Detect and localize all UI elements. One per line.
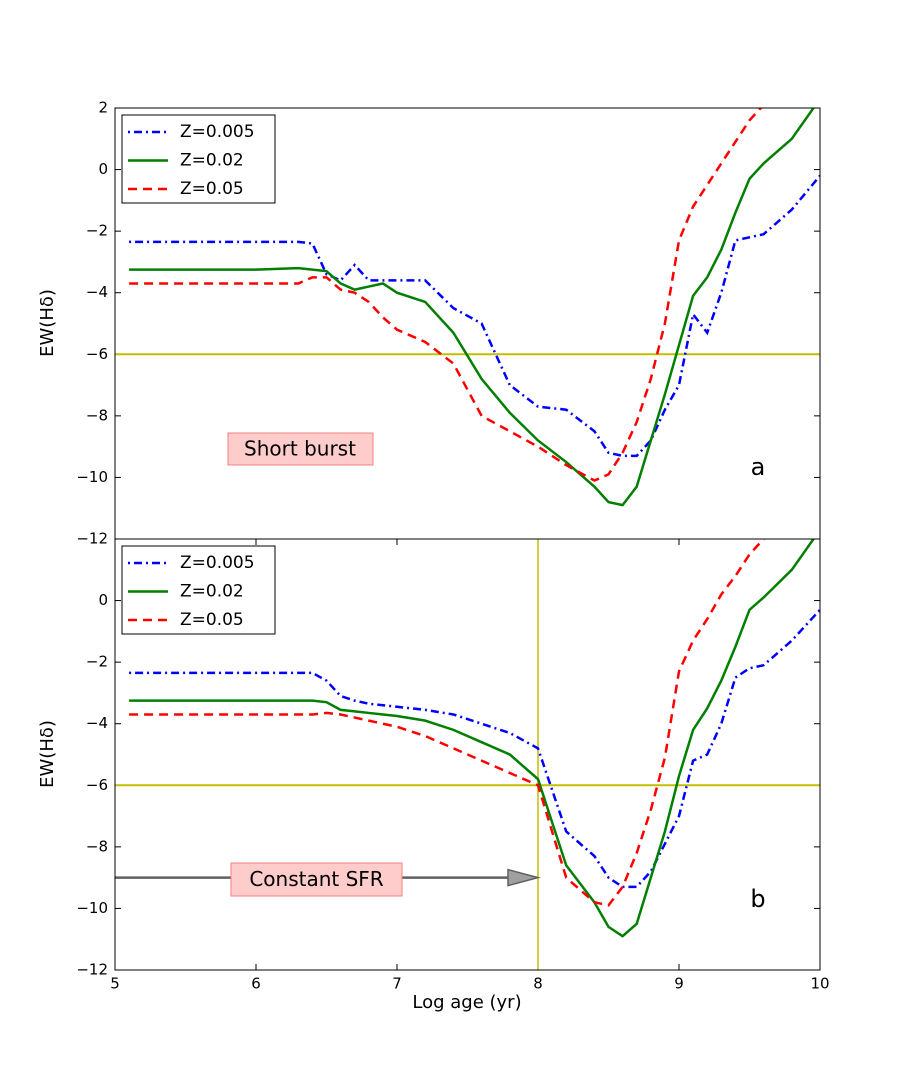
x-tick-label: 7: [392, 975, 402, 993]
y-tick-label: −6: [86, 776, 108, 794]
series-line: [129, 539, 766, 907]
series-line: [129, 108, 763, 482]
series-line: [129, 608, 820, 889]
legend-label: Z=0.05: [180, 179, 244, 199]
y-tick-label: −2: [86, 222, 108, 240]
annotation-box: [227, 432, 374, 466]
y-tick-label: −10: [76, 899, 108, 917]
plot-area: [115, 539, 820, 970]
legend-label: Z=0.005: [180, 553, 255, 573]
x-tick-label: 9: [674, 975, 684, 993]
legend-label: Z=0.02: [180, 582, 244, 602]
y-tick-label: −8: [86, 837, 108, 855]
y-tick-label: −12: [76, 961, 108, 979]
legend-label: Z=0.005: [180, 122, 255, 142]
plot-area: [115, 108, 820, 507]
legend-label: Z=0.05: [180, 610, 244, 630]
y-tick-label: −2: [86, 653, 108, 671]
x-tick-label: 8: [533, 975, 543, 993]
x-tick-label: 6: [251, 975, 261, 993]
y-tick-label: −6: [86, 345, 108, 363]
x-tick-label: 10: [810, 975, 829, 993]
series-line: [129, 539, 816, 938]
arrow-head: [507, 868, 541, 887]
y-tick-label: −10: [76, 468, 108, 486]
y-tick-label: 2: [98, 99, 108, 117]
x-tick-label: 5: [110, 975, 120, 993]
y-axis-label: EW(Hδ): [37, 289, 58, 357]
annotation: Short burst: [244, 437, 356, 461]
panel-label: a: [751, 453, 766, 481]
y-tick-label: −8: [86, 406, 108, 424]
y-axis-label: EW(Hδ): [37, 720, 58, 788]
series-line: [129, 174, 820, 458]
y-tick-label: −4: [86, 283, 108, 301]
series-line: [129, 108, 816, 507]
legend-label: Z=0.02: [180, 151, 244, 171]
y-tick-label: 0: [98, 591, 108, 609]
plot-frame: [114, 538, 821, 971]
y-tick-label: −4: [86, 714, 108, 732]
panel-label: b: [750, 885, 765, 913]
y-tick-label: −12: [76, 530, 108, 548]
annotation-box: [230, 862, 403, 897]
x-axis-label: Log age (yr): [412, 992, 521, 1013]
y-tick-label: 0: [98, 160, 108, 178]
annotation: Constant SFR: [249, 867, 383, 891]
